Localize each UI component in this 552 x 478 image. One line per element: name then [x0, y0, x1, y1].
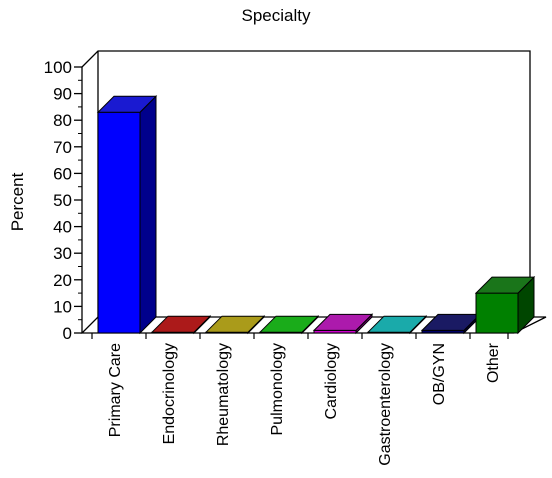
y-tick-label: 90: [53, 85, 72, 104]
y-tick-label: 50: [53, 191, 72, 210]
bar-front: [475, 292, 519, 334]
x-labels-group: Primary Care Endocrinology Rheumatology Pul…: [91, 333, 509, 466]
back-wall: [81, 50, 531, 317]
bar-top: [312, 313, 374, 331]
x-tick-label: Gastroenterology: [377, 343, 394, 466]
y-tick-label: 40: [53, 218, 72, 237]
x-tick-label: Primary Care: [107, 343, 124, 437]
y-tick-label: 0: [63, 324, 72, 343]
x-tick-label: Rheumatology: [215, 343, 232, 446]
y-tick-label: 70: [53, 138, 72, 157]
bar-primary-care: [96, 95, 158, 335]
y-tick-label: 10: [53, 297, 72, 316]
bar-top: [474, 276, 536, 294]
bar-other: [474, 275, 536, 335]
y-tick-label: 20: [53, 271, 72, 290]
bar-top: [150, 315, 212, 333]
x-tick-label: Endocrinology: [161, 343, 178, 444]
bars-group: [96, 95, 536, 335]
y-tick-label: 80: [53, 111, 72, 130]
bar-ob-gyn: [420, 313, 482, 335]
x-tick-label: Other: [485, 342, 502, 383]
bar-gastroenterology: [366, 314, 428, 335]
bar-endocrinology: [150, 314, 212, 335]
bar-top: [366, 315, 428, 333]
bar-cardiology: [312, 313, 374, 335]
x-tick-label: Cardiology: [323, 343, 340, 419]
bar-top: [96, 95, 158, 113]
y-ticks-group: 0 10 20 30 40 50 60 70 80 90 100: [44, 58, 82, 343]
x-tick-label: OB/GYN: [431, 343, 448, 405]
bar-pulmonology: [258, 314, 320, 335]
bar-top: [258, 315, 320, 333]
bar-top: [204, 315, 266, 333]
bar-front: [97, 111, 141, 334]
y-tick-label: 30: [53, 244, 72, 263]
chart-title: Specialty: [241, 6, 311, 25]
y-tick-label: 100: [44, 58, 72, 77]
bar-rheumatology: [204, 314, 266, 335]
bar-side: [139, 95, 157, 335]
y-tick-label: 60: [53, 164, 72, 183]
x-tick-label: Pulmonology: [269, 343, 286, 436]
